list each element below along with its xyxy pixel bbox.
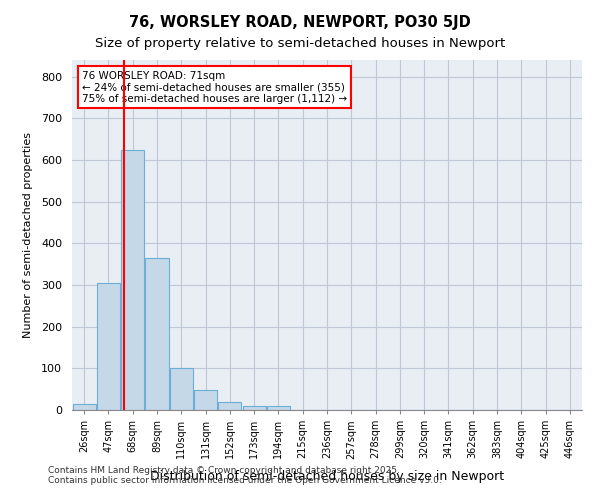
Bar (145, 258, 169, 410)
Bar (194, 390, 217, 410)
Bar (121, 150, 144, 410)
Bar (242, 406, 266, 410)
Text: 76, WORSLEY ROAD, NEWPORT, PO30 5JD: 76, WORSLEY ROAD, NEWPORT, PO30 5JD (129, 15, 471, 30)
Bar (170, 368, 193, 410)
Bar (267, 406, 290, 410)
X-axis label: Distribution of semi-detached houses by size in Newport: Distribution of semi-detached houses by … (150, 470, 504, 482)
Bar (218, 402, 241, 410)
Text: 76 WORSLEY ROAD: 71sqm
← 24% of semi-detached houses are smaller (355)
75% of se: 76 WORSLEY ROAD: 71sqm ← 24% of semi-det… (82, 70, 347, 104)
Y-axis label: Number of semi-detached properties: Number of semi-detached properties (23, 132, 33, 338)
Text: Contains HM Land Registry data © Crown copyright and database right 2025.
Contai: Contains HM Land Registry data © Crown c… (48, 466, 442, 485)
Text: Size of property relative to semi-detached houses in Newport: Size of property relative to semi-detach… (95, 38, 505, 51)
Bar (73, 404, 95, 410)
Bar (97, 283, 120, 410)
